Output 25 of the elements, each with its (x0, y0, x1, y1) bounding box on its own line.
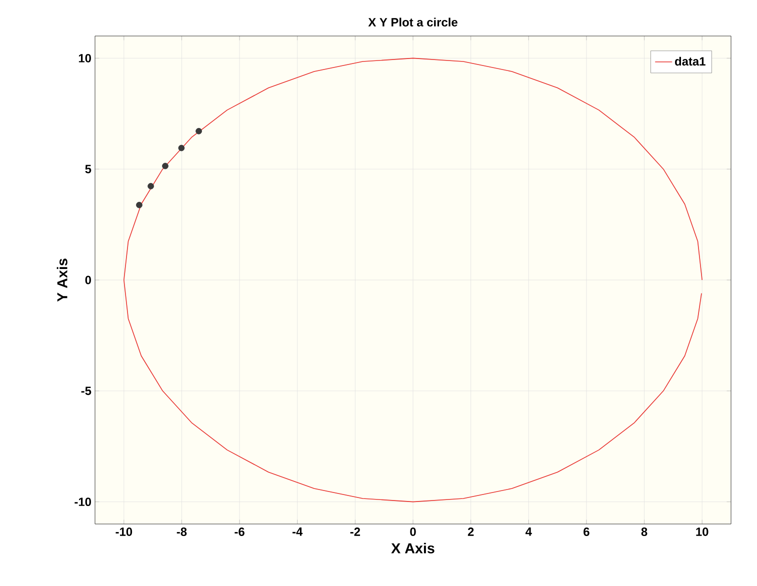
x-tick-label: -6 (234, 528, 244, 536)
x-tick-label: -10 (116, 528, 132, 536)
point (196, 128, 202, 134)
x-tick-label: 0 (410, 528, 416, 536)
y-tick-label: 0 (85, 276, 91, 284)
x-tick-label: -8 (176, 528, 187, 536)
y-tick-label: -5 (81, 386, 92, 396)
y-tick-label: 5 (85, 164, 92, 174)
x-tick-label: 4 (526, 528, 532, 536)
x-axis-title: X Axis (391, 542, 434, 554)
legend-label: data1 (675, 56, 706, 66)
x-tick-label: 10 (696, 528, 708, 536)
x-tick-label: 2 (468, 528, 474, 536)
y-axis-title: Y Axis (56, 258, 68, 302)
chart-title: X Y Plot a circle (368, 18, 458, 26)
y-tick-label: -10 (74, 498, 91, 506)
point (178, 144, 185, 152)
y-tick-label: 10 (78, 54, 91, 62)
x-tick-label: -4 (292, 528, 303, 536)
x-tick-label: 6 (584, 528, 590, 536)
x-tick-label: -2 (350, 528, 360, 536)
point (162, 162, 168, 170)
x-tick-label: 8 (641, 528, 648, 536)
point (136, 202, 142, 208)
point (148, 182, 154, 190)
